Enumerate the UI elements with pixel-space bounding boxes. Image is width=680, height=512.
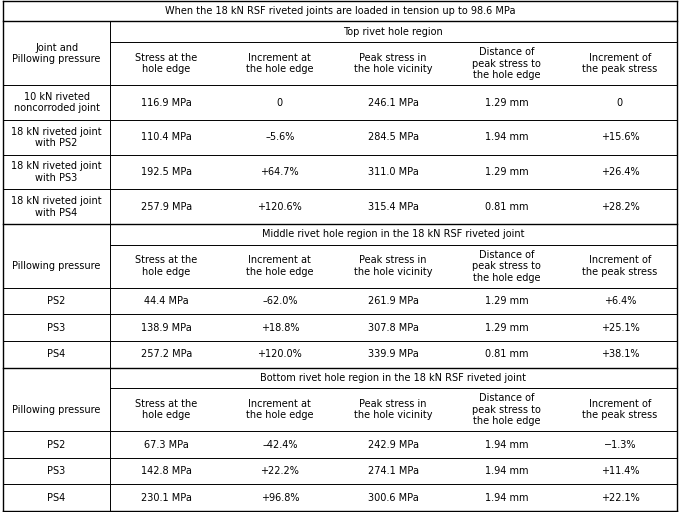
Text: Peak stress in
the hole vicinity: Peak stress in the hole vicinity [354, 53, 432, 74]
Text: 138.9 MPa: 138.9 MPa [141, 323, 192, 333]
Text: 246.1 MPa: 246.1 MPa [368, 98, 419, 108]
Text: Increment of
the peak stress: Increment of the peak stress [582, 399, 658, 420]
Text: Stress at the
hole edge: Stress at the hole edge [135, 399, 198, 420]
Text: +38.1%: +38.1% [600, 349, 639, 359]
Text: +120.0%: +120.0% [258, 349, 302, 359]
Text: 1.29 mm: 1.29 mm [485, 98, 528, 108]
Text: PS4: PS4 [48, 493, 66, 503]
Text: Increment at
the hole edge: Increment at the hole edge [246, 399, 313, 420]
Text: 311.0 MPa: 311.0 MPa [368, 167, 419, 177]
Text: Pillowing pressure: Pillowing pressure [12, 404, 101, 415]
Text: +120.6%: +120.6% [258, 202, 302, 212]
Text: +28.2%: +28.2% [600, 202, 639, 212]
Text: 257.9 MPa: 257.9 MPa [141, 202, 192, 212]
Text: 339.9 MPa: 339.9 MPa [368, 349, 419, 359]
Text: Increment of
the peak stress: Increment of the peak stress [582, 53, 658, 74]
Text: Increment at
the hole edge: Increment at the hole edge [246, 53, 313, 74]
Text: 67.3 MPa: 67.3 MPa [144, 440, 189, 450]
Text: 257.2 MPa: 257.2 MPa [141, 349, 192, 359]
Text: Distance of
peak stress to
the hole edge: Distance of peak stress to the hole edge [472, 393, 541, 426]
Text: 18 kN riveted joint
with PS4: 18 kN riveted joint with PS4 [12, 196, 102, 218]
Text: +22.1%: +22.1% [600, 493, 639, 503]
Text: +22.2%: +22.2% [260, 466, 299, 476]
Text: 142.8 MPa: 142.8 MPa [141, 466, 192, 476]
Text: 230.1 MPa: 230.1 MPa [141, 493, 192, 503]
Text: 1.29 mm: 1.29 mm [485, 323, 528, 333]
Text: PS3: PS3 [48, 466, 66, 476]
Text: 274.1 MPa: 274.1 MPa [368, 466, 419, 476]
Text: Increment at
the hole edge: Increment at the hole edge [246, 255, 313, 277]
Text: 10 kN riveted
noncorroded joint: 10 kN riveted noncorroded joint [14, 92, 99, 113]
Text: Top rivet hole region: Top rivet hole region [343, 27, 443, 37]
Text: 0.81 mm: 0.81 mm [485, 202, 528, 212]
Text: 0: 0 [277, 98, 283, 108]
Text: +96.8%: +96.8% [260, 493, 299, 503]
Text: 1.94 mm: 1.94 mm [485, 132, 528, 142]
Text: –62.0%: –62.0% [262, 296, 298, 306]
Text: Distance of
peak stress to
the hole edge: Distance of peak stress to the hole edge [472, 250, 541, 283]
Text: 261.9 MPa: 261.9 MPa [368, 296, 419, 306]
Text: PS3: PS3 [48, 323, 66, 333]
Text: –5.6%: –5.6% [265, 132, 294, 142]
Text: 0: 0 [617, 98, 623, 108]
Text: 1.94 mm: 1.94 mm [485, 466, 528, 476]
Text: 1.29 mm: 1.29 mm [485, 296, 528, 306]
Text: 1.94 mm: 1.94 mm [485, 493, 528, 503]
Text: Increment of
the peak stress: Increment of the peak stress [582, 255, 658, 277]
Text: +15.6%: +15.6% [600, 132, 639, 142]
Text: 315.4 MPa: 315.4 MPa [368, 202, 419, 212]
Text: Stress at the
hole edge: Stress at the hole edge [135, 255, 198, 277]
Text: Middle rivet hole region in the 18 kN RSF riveted joint: Middle rivet hole region in the 18 kN RS… [262, 229, 524, 239]
Text: 300.6 MPa: 300.6 MPa [368, 493, 419, 503]
Text: PS2: PS2 [48, 296, 66, 306]
Text: 1.29 mm: 1.29 mm [485, 167, 528, 177]
Text: PS2: PS2 [48, 440, 66, 450]
Text: 116.9 MPa: 116.9 MPa [141, 98, 192, 108]
Text: +26.4%: +26.4% [600, 167, 639, 177]
Text: −1.3%: −1.3% [604, 440, 636, 450]
Text: 284.5 MPa: 284.5 MPa [368, 132, 419, 142]
Text: 110.4 MPa: 110.4 MPa [141, 132, 192, 142]
Text: PS4: PS4 [48, 349, 66, 359]
Text: –42.4%: –42.4% [262, 440, 298, 450]
Text: +11.4%: +11.4% [600, 466, 639, 476]
Text: 0.81 mm: 0.81 mm [485, 349, 528, 359]
Text: +6.4%: +6.4% [604, 296, 636, 306]
Text: Stress at the
hole edge: Stress at the hole edge [135, 53, 198, 74]
Text: +64.7%: +64.7% [260, 167, 299, 177]
Text: 242.9 MPa: 242.9 MPa [368, 440, 419, 450]
Text: When the 18 kN RSF riveted joints are loaded in tension up to 98.6 MPa: When the 18 kN RSF riveted joints are lo… [165, 6, 515, 16]
Text: 192.5 MPa: 192.5 MPa [141, 167, 192, 177]
Text: +18.8%: +18.8% [260, 323, 299, 333]
Text: Peak stress in
the hole vicinity: Peak stress in the hole vicinity [354, 255, 432, 277]
Text: 44.4 MPa: 44.4 MPa [144, 296, 189, 306]
Text: Bottom rivet hole region in the 18 kN RSF riveted joint: Bottom rivet hole region in the 18 kN RS… [260, 373, 526, 383]
Text: +25.1%: +25.1% [600, 323, 639, 333]
Text: Distance of
peak stress to
the hole edge: Distance of peak stress to the hole edge [472, 47, 541, 80]
Text: 18 kN riveted joint
with PS2: 18 kN riveted joint with PS2 [12, 126, 102, 148]
Text: 1.94 mm: 1.94 mm [485, 440, 528, 450]
Text: Pillowing pressure: Pillowing pressure [12, 261, 101, 271]
Text: 307.8 MPa: 307.8 MPa [368, 323, 419, 333]
Text: 18 kN riveted joint
with PS3: 18 kN riveted joint with PS3 [12, 161, 102, 183]
Text: Peak stress in
the hole vicinity: Peak stress in the hole vicinity [354, 399, 432, 420]
Text: Joint and
Pillowing pressure: Joint and Pillowing pressure [12, 42, 101, 64]
